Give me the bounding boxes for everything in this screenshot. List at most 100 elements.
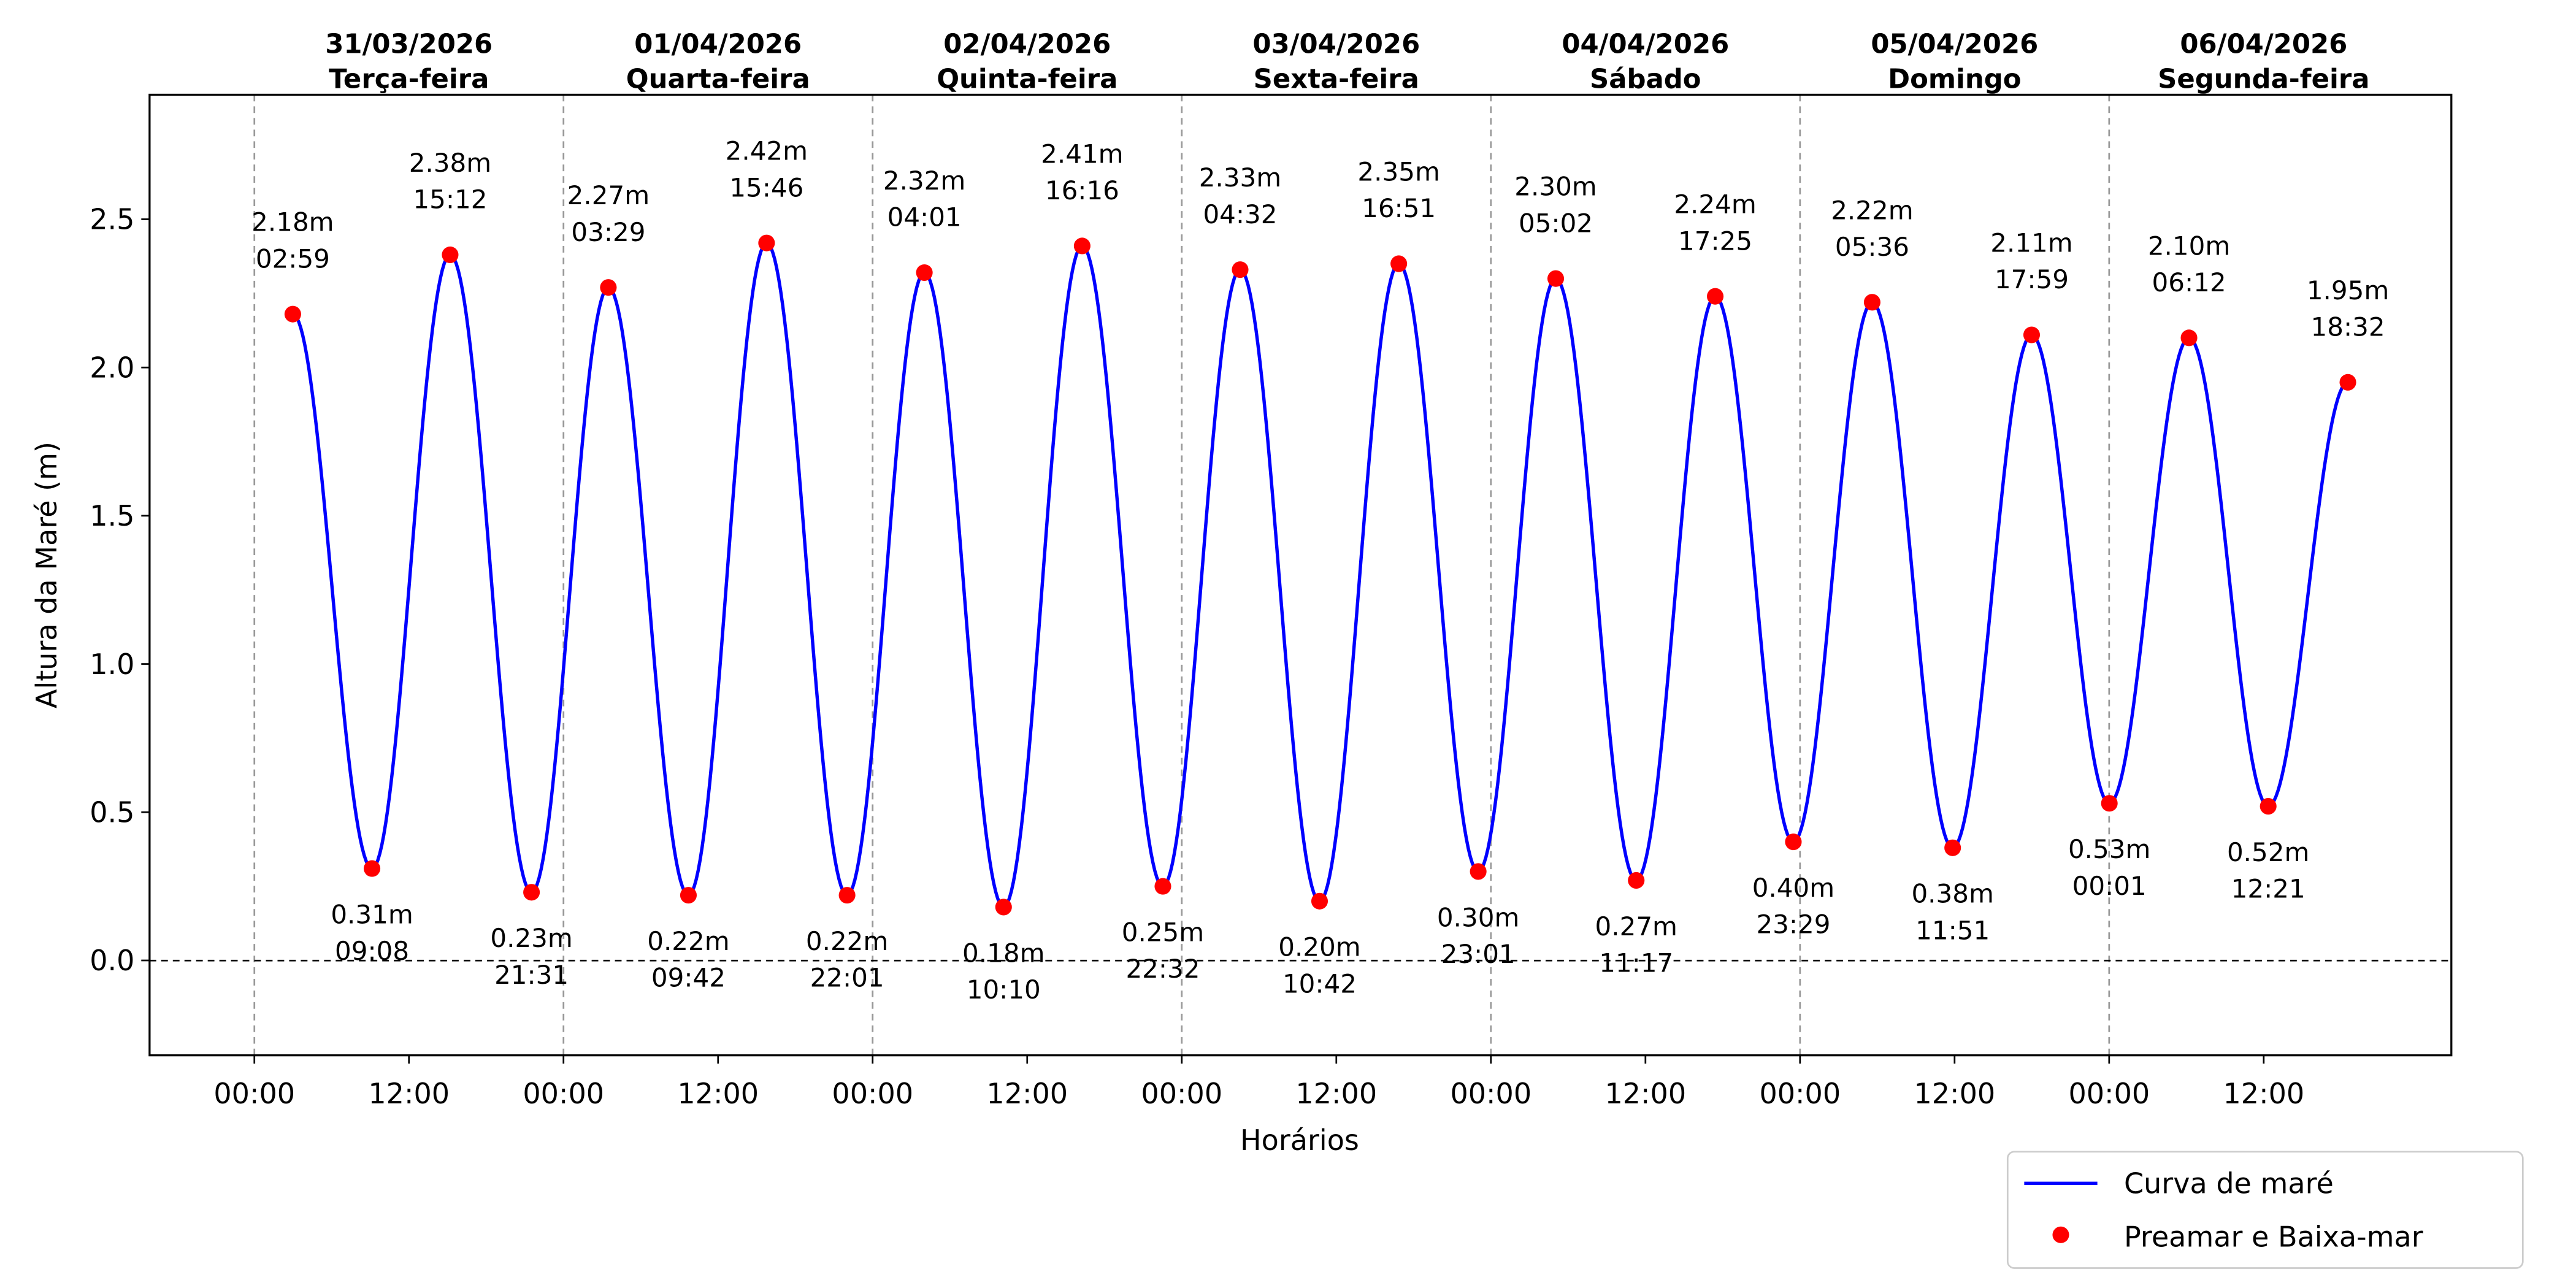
point-height-label: 0.27m [1595, 911, 1677, 941]
point-height-label: 0.53m [2068, 834, 2150, 864]
tide-point [2023, 326, 2041, 343]
day-header-weekday: Segunda-feira [2158, 64, 2369, 95]
x-tick-label: 12:00 [677, 1077, 759, 1110]
tide-point [1863, 294, 1880, 311]
day-header-date: 06/04/2026 [2180, 29, 2347, 60]
x-tick-label: 12:00 [1914, 1077, 1995, 1110]
point-height-label: 0.22m [806, 926, 888, 956]
point-time-label: 22:01 [810, 963, 884, 993]
x-axis-ticks: 00:00 12:00 00:00 12:00 00:00 12:00 00:00 12:00… [213, 1055, 2304, 1110]
tide-point [758, 234, 775, 251]
tide-point [2260, 798, 2277, 815]
point-time-label: 23:01 [1441, 939, 1516, 969]
point-height-label: 0.40m [1752, 873, 1834, 903]
point-height-label: 0.52m [2227, 837, 2309, 867]
tide-point [1628, 872, 1645, 889]
tide-point [916, 264, 933, 282]
point-height-label: 0.30m [1437, 902, 1519, 932]
point-time-label: 04:01 [887, 202, 962, 232]
point-time-label: 10:42 [1282, 968, 1357, 999]
day-header-weekday: Quarta-feira [626, 64, 810, 95]
point-height-label: 2.33m [1199, 163, 1281, 193]
point-height-label: 2.10m [2148, 231, 2230, 261]
point-height-label: 0.22m [647, 926, 729, 956]
day-header-date: 05/04/2026 [1871, 29, 2038, 60]
point-height-label: 0.25m [1122, 918, 1204, 948]
tide-point [1073, 237, 1091, 255]
x-tick-label: 12:00 [986, 1077, 1068, 1110]
tide-point [363, 860, 381, 877]
point-time-label: 00:01 [2072, 871, 2147, 901]
point-time-label: 10:10 [967, 975, 1041, 1005]
point-time-label: 02:59 [256, 243, 330, 274]
tide-point [600, 279, 617, 296]
day-header-date: 02/04/2026 [943, 29, 1111, 60]
point-height-label: 2.27m [567, 180, 650, 210]
x-tick-label: 12:00 [368, 1077, 450, 1110]
x-tick-label: 00:00 [1759, 1077, 1841, 1110]
y-axis-ticks: 0.0 0.5 1.0 1.5 2.0 2.5 [90, 203, 150, 977]
y-tick-label: 0.0 [90, 944, 134, 977]
point-time-label: 05:02 [1519, 208, 1593, 238]
y-tick-label: 0.5 [90, 796, 134, 829]
day-headers: 31/03/2026 Terça-feira 01/04/2026 Quarta-fe… [325, 29, 2369, 95]
point-time-label: 12:21 [2231, 874, 2306, 904]
tide-point [442, 246, 459, 264]
tide-point [1547, 270, 1565, 287]
point-time-label: 15:12 [413, 185, 487, 215]
day-header-date: 01/04/2026 [634, 29, 802, 60]
point-height-label: 2.11m [1990, 228, 2072, 258]
tide-point [1470, 863, 1487, 880]
point-height-label: 2.18m [251, 207, 334, 237]
tide-point [2339, 374, 2356, 391]
tide-point [1785, 834, 1802, 851]
point-height-label: 1.95m [2307, 275, 2389, 305]
y-axis-label: Altura da Maré (m) [30, 442, 63, 708]
legend-point-swatch [2052, 1226, 2069, 1243]
day-header-weekday: Quinta-feira [937, 64, 1117, 95]
point-height-label: 2.22m [1831, 195, 1913, 225]
day-header-date: 31/03/2026 [325, 29, 493, 60]
point-height-label: 2.42m [726, 136, 808, 166]
day-header-weekday: Sábado [1590, 64, 1701, 95]
y-tick-label: 2.0 [90, 351, 134, 384]
point-time-label: 11:51 [1915, 915, 1990, 945]
point-time-label: 16:16 [1045, 175, 1119, 205]
point-height-label: 0.18m [962, 938, 1045, 968]
point-height-label: 2.32m [883, 166, 965, 196]
day-header-weekday: Domingo [1888, 64, 2021, 95]
point-time-label: 03:29 [571, 217, 645, 247]
tide-point [1707, 288, 1724, 305]
point-time-label: 17:25 [1678, 226, 1752, 256]
point-height-label: 2.35m [1357, 157, 1439, 187]
point-height-label: 0.38m [1911, 879, 1993, 909]
day-header-date: 04/04/2026 [1562, 29, 1729, 60]
tide-point [284, 305, 301, 323]
tide-point [680, 887, 697, 904]
point-height-label: 0.23m [490, 923, 572, 953]
point-time-label: 22:32 [1125, 954, 1200, 984]
x-tick-label: 00:00 [2068, 1077, 2150, 1110]
legend-curve-label: Curva de maré [2124, 1167, 2334, 1200]
extreme-points [284, 234, 2356, 916]
point-height-label: 0.20m [1278, 932, 1360, 962]
point-time-label: 15:46 [729, 172, 803, 202]
x-tick-label: 00:00 [213, 1077, 295, 1110]
tide-point [2101, 795, 2118, 812]
point-height-label: 2.38m [409, 148, 491, 178]
x-tick-label: 00:00 [523, 1077, 604, 1110]
point-height-label: 2.30m [1514, 172, 1597, 202]
x-tick-label: 00:00 [832, 1077, 913, 1110]
point-height-label: 0.31m [331, 900, 413, 930]
plot-frame [148, 93, 2453, 1057]
x-tick-label: 12:00 [1604, 1077, 1686, 1110]
tide-point [1232, 261, 1249, 278]
point-time-label: 11:17 [1599, 948, 1673, 978]
legend: Curva de maré Preamar e Baixa-mar [2006, 1151, 2524, 1269]
tide-point [1311, 892, 1328, 910]
x-tick-label: 00:00 [1141, 1077, 1222, 1110]
point-time-label: 23:29 [1756, 910, 1830, 940]
y-tick-label: 1.5 [90, 499, 134, 532]
y-tick-label: 2.5 [90, 203, 134, 236]
